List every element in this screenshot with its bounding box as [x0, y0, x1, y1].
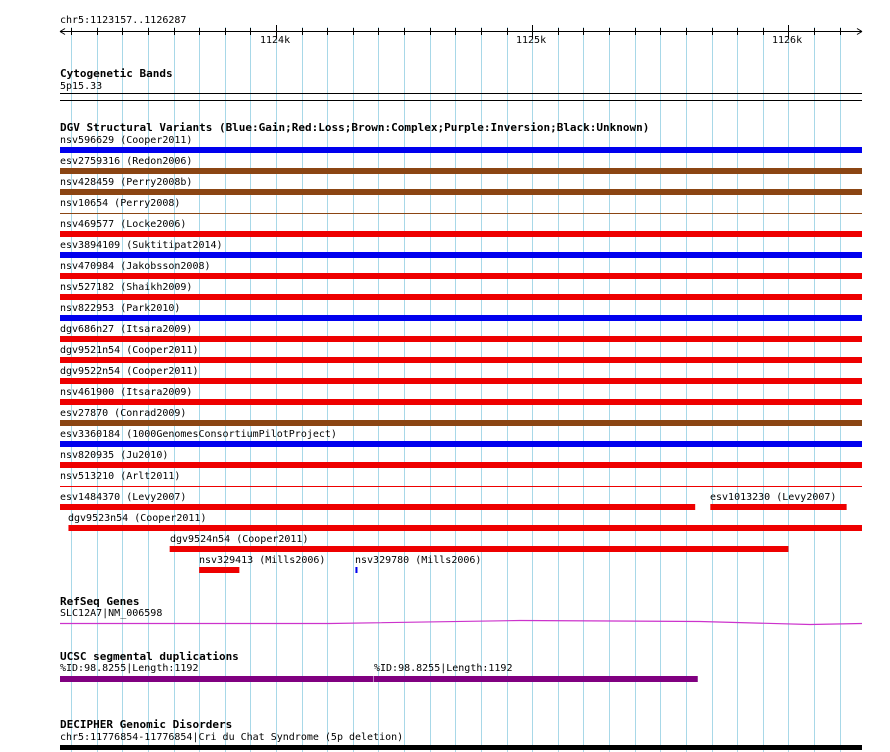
variant-bar [169, 546, 789, 552]
refseq-track-title: RefSeq Genes [60, 595, 140, 608]
variant-label[interactable]: dgv9522n54 (Cooper2011) [60, 366, 199, 377]
variant-label[interactable]: nsv820935 (Ju2010) [60, 450, 169, 461]
decipher-track-title: DECIPHER Genomic Disorders [60, 718, 233, 731]
variant-bar [60, 231, 862, 237]
variant-bar [60, 213, 862, 214]
variant-label[interactable]: nsv329780 (Mills2006) [355, 555, 482, 566]
segdup-track-title: UCSC segmental duplications [60, 650, 239, 663]
decipher-feature-label[interactable]: chr5:11776854-11776854|Cri du Chat Syndr… [60, 732, 404, 743]
variant-bar [68, 525, 863, 531]
ruler-tick-label: 1124k [260, 35, 291, 46]
variant-bar [199, 567, 240, 573]
ruler-region-label: chr5:1123157..1126287 [60, 15, 187, 26]
variant-bar [60, 462, 862, 468]
segdup-bar [373, 676, 698, 682]
variant-bar [60, 315, 862, 321]
variant-bar [60, 252, 862, 258]
variant-bar [60, 189, 862, 195]
ruler-arrow [59, 28, 863, 35]
variant-bar [60, 399, 862, 405]
segdup-bar [60, 676, 374, 682]
variant-bar [60, 273, 862, 279]
variant-bar [60, 336, 862, 342]
variant-label[interactable]: esv27870 (Conrad2009) [60, 408, 187, 419]
variant-label[interactable]: dgv9523n54 (Cooper2011) [68, 513, 207, 524]
variant-bar [60, 357, 862, 363]
variant-label[interactable]: nsv469577 (Locke2006) [60, 219, 187, 230]
variant-bar [60, 147, 862, 153]
variant-label[interactable]: nsv527182 (Shaikh2009) [60, 282, 193, 293]
variant-bar [355, 567, 358, 573]
variant-label[interactable]: esv1484370 (Levy2007) [60, 492, 187, 503]
variant-label[interactable]: dgv9524n54 (Cooper2011) [170, 534, 309, 545]
ruler-tick-label: 1125k [516, 35, 547, 46]
variant-label[interactable]: nsv596629 (Cooper2011) [60, 135, 193, 146]
variant-label[interactable]: dgv9521n54 (Cooper2011) [60, 345, 199, 356]
variant-bar [60, 420, 862, 426]
variant-label[interactable]: nsv822953 (Park2010) [60, 303, 181, 314]
segdup-label[interactable]: %ID:98.8255|Length:1192 [374, 663, 513, 674]
variant-label[interactable]: esv1013230 (Levy2007) [710, 492, 837, 503]
variant-bar [60, 378, 862, 384]
variant-bar [60, 441, 862, 447]
decipher-bar [60, 745, 862, 750]
refseq-gene-label[interactable]: SLC12A7|NM_006598 [60, 608, 163, 619]
variant-label[interactable]: dgv686n27 (Itsara2009) [60, 324, 193, 335]
refseq-gene-line [60, 619, 863, 626]
variant-label[interactable]: esv3360184 (1000GenomesConsortiumPilotPr… [60, 429, 337, 440]
variant-label[interactable]: nsv470984 (Jakobsson2008) [60, 261, 211, 272]
variant-label[interactable]: nsv428459 (Perry2008b) [60, 177, 193, 188]
variant-bar [60, 504, 696, 510]
variant-bar [60, 294, 862, 300]
cytoband-track-title: Cytogenetic Bands [60, 67, 173, 80]
variant-label[interactable]: nsv329413 (Mills2006) [199, 555, 326, 566]
variant-label[interactable]: nsv10654 (Perry2008) [60, 198, 181, 209]
variant-bar [710, 504, 847, 510]
variant-label[interactable]: nsv513210 (Arlt2011) [60, 471, 181, 482]
cytoband-label: 5p15.33 [60, 81, 103, 92]
variant-label[interactable]: esv2759316 (Redon2006) [60, 156, 193, 167]
variant-bar [60, 168, 862, 174]
variant-bar [60, 486, 862, 487]
ruler-tick-label: 1126k [772, 35, 803, 46]
dgv-track-title: DGV Structural Variants (Blue:Gain;Red:L… [60, 121, 650, 134]
segdup-label[interactable]: %ID:98.8255|Length:1192 [60, 663, 199, 674]
variant-label[interactable]: esv3894109 (Suktitipat2014) [60, 240, 223, 251]
variant-label[interactable]: nsv461900 (Itsara2009) [60, 387, 193, 398]
